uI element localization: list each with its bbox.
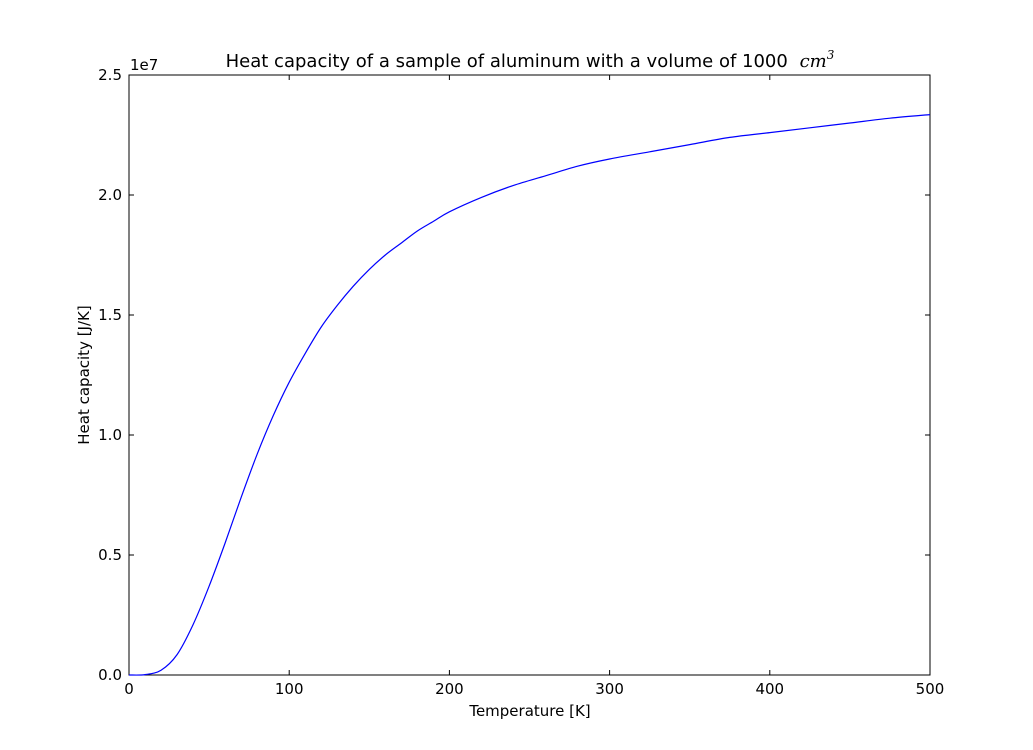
y-tick-label: 0.0 xyxy=(98,666,122,684)
series-line xyxy=(128,114,931,676)
y-tick-label: 0.5 xyxy=(98,546,122,564)
x-tick-label: 300 xyxy=(595,680,624,698)
chart-title-math-sup: 3 xyxy=(827,48,835,62)
y-offset-label: 1e7 xyxy=(130,56,158,74)
y-tick-label: 2.0 xyxy=(98,186,122,204)
chart-title: Heat capacity of a sample of aluminum wi… xyxy=(226,48,835,72)
y-tick-label: 2.5 xyxy=(98,66,122,84)
chart-title-text: Heat capacity of a sample of aluminum wi… xyxy=(226,51,788,72)
x-tick-label: 0 xyxy=(124,680,134,698)
x-tick-label: 100 xyxy=(275,680,304,698)
x-tick-label: 200 xyxy=(435,680,464,698)
x-tick-label: 500 xyxy=(916,680,945,698)
chart-title-math: cm xyxy=(800,51,827,72)
plot-frame xyxy=(128,74,931,676)
axis-ticks: 0 100 200 300 400 500 0.0 0.5 1.0 1.5 2.0 2.5 xyxy=(98,66,944,698)
y-tick-label: 1.0 xyxy=(98,426,122,444)
y-tick-label: 1.5 xyxy=(98,306,122,324)
x-axis-label: Temperature [K] xyxy=(468,702,590,720)
y-axis-label: Heat capacity [J/K] xyxy=(75,305,93,444)
line-layer xyxy=(128,114,931,676)
x-tick-label: 400 xyxy=(755,680,784,698)
